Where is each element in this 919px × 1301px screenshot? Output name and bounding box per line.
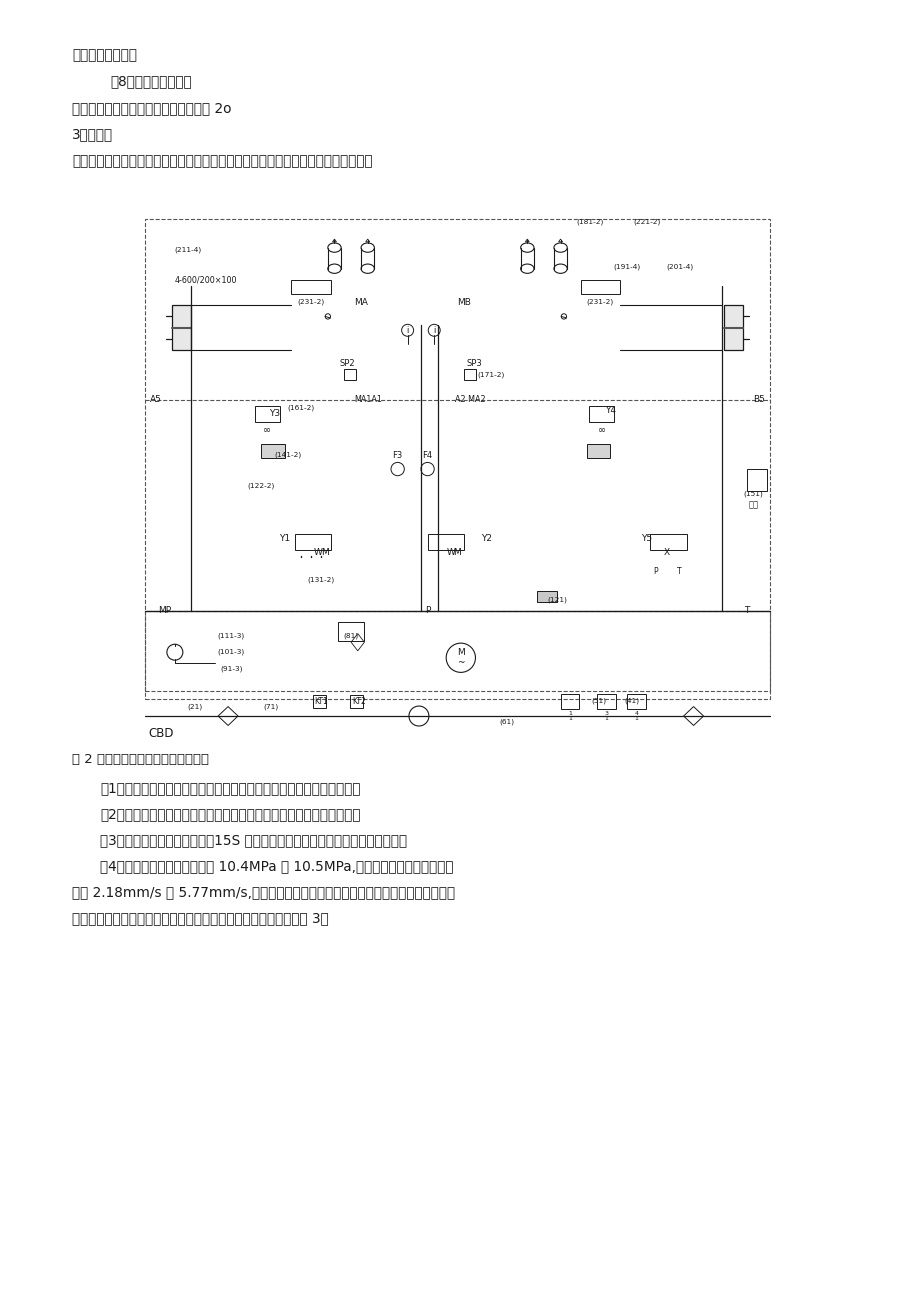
Text: （1）运行过程中液压站干净整洁，大大减少岗位人员清理卫生工作量。: （1）运行过程中液压站干净整洁，大大减少岗位人员清理卫生工作量。 [100,782,360,795]
Text: 4-600/200×100: 4-600/200×100 [175,276,237,285]
Text: (121): (121) [547,596,567,602]
Text: (231-2): (231-2) [586,298,614,304]
Text: (91-3): (91-3) [220,666,243,673]
Text: 液压站自改造投入使用后，彻底解决了出厂时设计缺陷及运行弊端，改造效果良好。: 液压站自改造投入使用后，彻底解决了出厂时设计缺陷及运行弊端，改造效果良好。 [72,154,372,168]
Text: i: i [406,325,408,334]
Bar [261,444,284,458]
Text: CBD: CBD [148,727,174,740]
Text: KT2: KT2 [352,696,366,705]
Text: F3: F3 [392,450,403,459]
Text: 3
1: 3 1 [604,710,607,722]
Text: W: W [446,548,455,557]
Bar [464,369,476,380]
Text: A5: A5 [150,396,162,405]
Text: (101-3): (101-3) [218,649,244,656]
Text: (111-3): (111-3) [218,632,244,639]
Text: (61): (61) [499,718,515,725]
Text: (211-4): (211-4) [175,247,201,254]
Bar [580,280,619,294]
Bar [349,696,363,708]
Text: （4）工况下左右腔压力分别为 10.4MPa 与 10.5MPa,定辗与动辗减速机振动值分: （4）工况下左右腔压力分别为 10.4MPa 与 10.5MPa,定辗与动辗减速… [100,860,453,873]
Bar [560,695,579,709]
Text: MP: MP [158,606,171,615]
Bar [294,533,331,549]
Text: (151): (151) [743,490,763,497]
Text: 根压机运行参数。改造后投入运行的辗压机液压站及中控画面见图 3。: 根压机运行参数。改造后投入运行的辗压机液压站及中控画面见图 3。 [72,912,328,925]
Text: B5: B5 [752,396,764,405]
Text: P: P [652,567,657,576]
Bar [145,610,769,700]
Text: X: X [664,548,669,557]
Bar [145,220,769,691]
Text: (181-2): (181-2) [576,219,604,225]
Text: (71): (71) [264,704,278,710]
Text: MA1A1: MA1A1 [354,396,381,405]
Bar [586,444,610,458]
Text: SP3: SP3 [466,359,482,368]
Bar [337,622,364,641]
Bar [746,470,766,492]
Bar [537,591,557,602]
Text: MB: MB [457,298,471,307]
Text: 退辊: 退辊 [748,501,757,510]
Text: T: T [743,606,749,615]
Text: 3改造效果: 3改造效果 [72,127,113,142]
Text: SP2: SP2 [340,359,356,368]
Text: (201-4): (201-4) [666,263,693,269]
Bar [312,696,325,708]
Text: （8）带料成功试车。: （8）带料成功试车。 [110,74,191,88]
Text: （2）能够实现中控远程退辗，避免设备带载启动，增加设备保护系数。: （2）能够实现中控远程退辗，避免设备带载启动，增加设备保护系数。 [100,808,360,821]
Bar [255,406,279,422]
Text: KT1: KT1 [314,696,328,705]
Text: MA: MA [354,298,368,307]
Text: (51): (51) [590,697,606,704]
Text: （3）大流量油泵的投入使用，15S 即可建立液压系统压力，大大缩短开机时间。: （3）大流量油泵的投入使用，15S 即可建立液压系统压力，大大缩短开机时间。 [100,834,407,847]
Text: (221-2): (221-2) [632,219,660,225]
Text: M: M [321,548,328,557]
Text: Y4: Y4 [605,406,616,415]
Text: (171-2): (171-2) [477,372,504,379]
Text: (131-2): (131-2) [307,576,335,583]
Text: 别为 2.18mm/s 与 5.77mm/s,加载压力及辗子研磨状态稳定，便于操作员根据物料调整: 别为 2.18mm/s 与 5.77mm/s,加载压力及辗子研磨状态稳定，便于操… [72,886,455,899]
Text: 足工况使用要求。: 足工况使用要求。 [72,48,137,62]
Text: i: i [433,325,435,334]
Text: 图 2 改造后的辗压机液压站液压原理: 图 2 改造后的辗压机液压站液压原理 [72,753,209,766]
Bar [427,533,464,549]
Text: Y1: Y1 [278,533,289,543]
Text: M
~: M ~ [457,648,464,667]
Bar [344,369,356,380]
Text: 4
1: 4 1 [634,710,638,722]
Text: Y5: Y5 [641,533,652,543]
Bar [291,280,331,294]
Bar [723,306,742,350]
Bar [650,533,686,549]
Text: 1
1: 1 1 [567,710,572,722]
Text: (81): (81) [343,632,358,639]
Text: (122-2): (122-2) [247,483,275,489]
Bar [588,406,614,422]
Bar [596,695,615,709]
Text: Y2: Y2 [481,533,492,543]
Text: P: P [425,606,430,615]
Text: 改造后的短压机液压站液压原理图见图 2o: 改造后的短压机液压站液压原理图见图 2o [72,101,232,114]
Text: (21): (21) [187,704,202,710]
Text: T: T [675,567,680,576]
Text: (41): (41) [623,697,639,704]
Text: (141-2): (141-2) [274,451,301,458]
Text: (231-2): (231-2) [297,298,324,304]
Text: (191-4): (191-4) [613,263,640,269]
Text: ∞: ∞ [597,424,606,435]
Text: Y3: Y3 [268,409,280,418]
Text: M: M [453,548,460,557]
Text: A2 MA2: A2 MA2 [455,396,485,405]
Text: W: W [313,548,322,557]
Text: ∞: ∞ [263,424,271,435]
Bar [627,695,645,709]
Bar [172,306,190,350]
Text: F4: F4 [422,450,432,459]
Text: (161-2): (161-2) [288,405,314,411]
